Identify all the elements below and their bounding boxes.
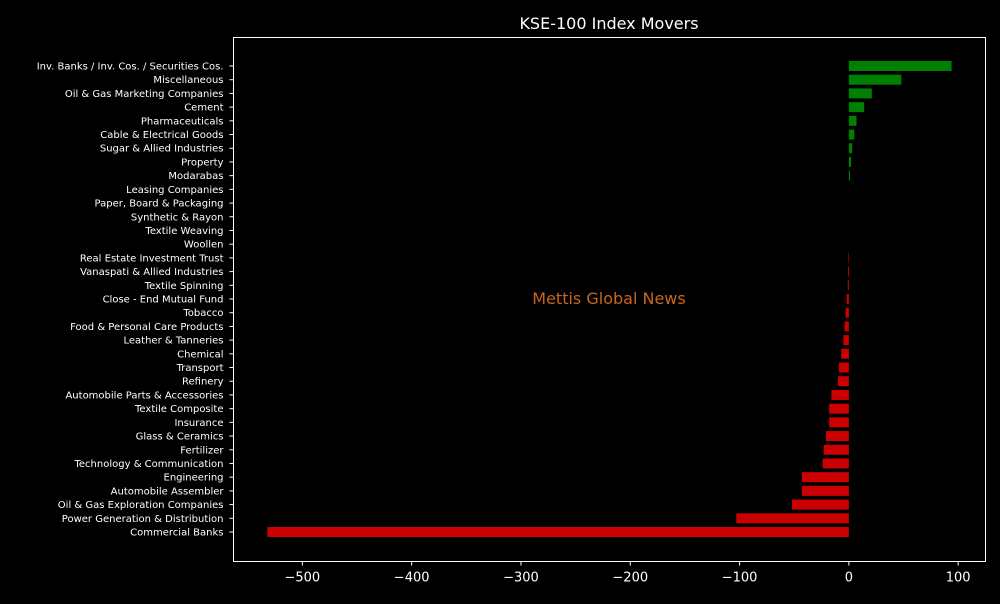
bar [848,61,952,71]
y-tick-label: Synthetic & Rayon [131,212,224,223]
y-tick-label: Woollen [184,240,224,251]
y-tick-label: Miscellaneous [153,75,223,86]
y-tick-label: Leasing Companies [126,185,223,196]
y-tick-label: Chemical [177,349,223,360]
bar [839,362,849,373]
y-tick-label: Glass & Ceramics [136,432,224,443]
x-tick-label: −400 [394,571,430,586]
bar [267,527,849,537]
y-tick-label: Modarabas [168,171,223,182]
bar [823,444,849,455]
y-tick-label: Fertilizer [180,445,224,456]
bar [845,307,849,318]
y-tick-label: Technology & Communication [74,459,224,470]
bar [847,280,849,291]
y-tick-label: Automobile Assembler [111,486,225,497]
y-tick-label: Close - End Mutual Fund [103,295,224,306]
bar [829,417,849,428]
bar [829,403,849,414]
bar [846,294,849,304]
y-tick-label: Power Generation & Distribution [62,514,224,525]
bar [792,499,849,510]
bar [844,321,849,332]
bar [825,431,849,442]
y-tick-label: Paper, Board & Packaging [95,199,224,210]
chart-title: KSE-100 Index Movers [519,14,698,33]
bar [837,376,849,387]
bar [848,143,853,154]
bar [831,389,849,400]
bar [736,513,849,524]
y-tick-label: Cement [184,103,223,114]
y-tick-label: Tobacco [182,308,223,319]
watermark-text: Mettis Global News [532,289,685,308]
x-tick-label: −200 [612,571,648,586]
y-tick-label: Insurance [174,418,223,429]
y-tick-label: Leather & Tanneries [123,336,223,347]
y-tick-label: Oil & Gas Exploration Companies [58,500,224,511]
y-tick-label: Inv. Banks / Inv. Cos. / Securities Cos. [37,62,224,73]
y-tick-label: Sugar & Allied Industries [100,144,224,155]
y-tick-label: Transport [176,363,224,374]
bar [848,102,865,113]
x-tick-label: 0 [845,571,853,586]
bar [848,115,857,126]
bar [848,74,902,85]
y-tick-label: Textile Spinning [144,281,224,292]
plot-frame [233,37,986,562]
bar [848,170,850,181]
y-tick-label: Vanaspati & Allied Industries [80,267,223,278]
bar [801,485,849,496]
y-tick-label: Commercial Banks [130,528,223,539]
bar [843,335,849,346]
y-tick-label: Refinery [182,377,224,388]
y-tick-label: Property [181,157,223,168]
y-tick-label: Oil & Gas Marketing Companies [65,89,224,100]
y-tick-label: Food & Personal Care Products [70,322,223,333]
x-tick-label: −100 [722,571,758,586]
bar [847,266,849,277]
y-tick-label: Automobile Parts & Accessories [65,390,223,401]
bar [801,472,849,483]
y-tick-label: Cable & Electrical Goods [100,130,223,141]
bar [841,348,849,359]
x-tick-label: −300 [503,571,539,586]
x-tick-label: −500 [285,571,321,586]
x-tick-label: 100 [946,571,971,586]
bar [848,156,852,167]
y-tick-label: Pharmaceuticals [141,116,224,127]
y-tick-label: Real Estate Investment Trust [80,253,224,264]
y-tick-label: Textile Weaving [144,226,223,237]
bar [822,458,849,469]
y-tick-label: Engineering [164,473,224,484]
bar [848,252,849,263]
bar [848,88,872,99]
bar [848,129,855,140]
y-tick-label: Textile Composite [134,404,223,415]
